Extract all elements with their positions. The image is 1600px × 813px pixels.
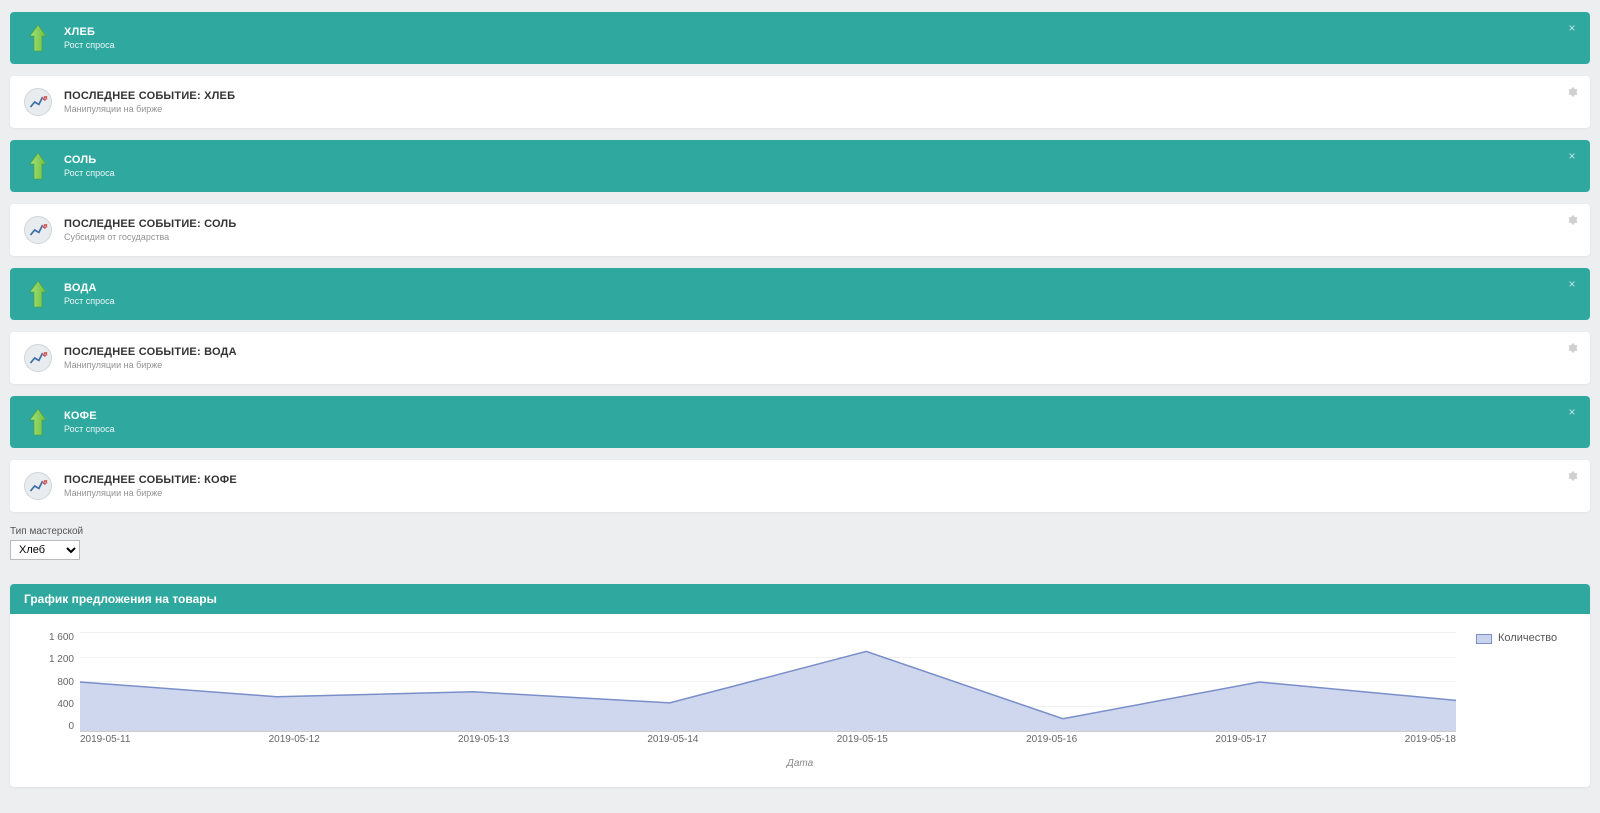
chart-icon xyxy=(24,88,52,116)
y-tick-label: 800 xyxy=(57,677,74,688)
x-tick-label: 2019-05-16 xyxy=(1026,734,1077,752)
y-tick-label: 1 600 xyxy=(49,632,74,643)
panel-subtitle: Рост спроса xyxy=(64,296,115,306)
chart-icon xyxy=(24,472,52,500)
chart-legend: Количество xyxy=(1456,632,1576,752)
commodity-panel[interactable]: КОФЕ Рост спроса × xyxy=(10,396,1590,448)
y-tick-label: 0 xyxy=(68,721,74,732)
x-tick-label: 2019-05-14 xyxy=(647,734,698,752)
y-tick-label: 1 200 xyxy=(49,654,74,665)
panel-subtitle: Манипуляции на бирже xyxy=(64,360,237,370)
panel-subtitle: Манипуляции на бирже xyxy=(64,104,235,114)
panel-title: ПОСЛЕДНЕЕ СОБЫТИЕ: ХЛЕБ xyxy=(64,90,235,102)
workshop-type-select[interactable]: ХлебСольВодаКофе xyxy=(10,540,80,560)
chart-x-axis: 2019-05-11 2019-05-12 2019-05-13 2019-05-14… xyxy=(80,734,1456,752)
event-panel[interactable]: ПОСЛЕДНЕЕ СОБЫТИЕ: КОФЕ Манипуляции на би… xyxy=(10,460,1590,512)
arrow-up-icon xyxy=(24,408,52,436)
panel-title: ХЛЕБ xyxy=(64,26,115,38)
panel-subtitle: Субсидия от государства xyxy=(64,232,236,242)
panel-title: ПОСЛЕДНЕЕ СОБЫТИЕ: СОЛЬ xyxy=(64,218,236,230)
panel-subtitle: Рост спроса xyxy=(64,424,115,434)
chart-x-caption: Дата xyxy=(10,758,1590,769)
panel-title: КОФЕ xyxy=(64,410,115,422)
legend-label: Количество xyxy=(1498,632,1557,644)
close-icon[interactable]: × xyxy=(1564,404,1580,420)
chart-plot-area xyxy=(80,632,1456,732)
y-tick-label: 400 xyxy=(57,699,74,710)
gear-icon[interactable] xyxy=(1564,84,1580,100)
event-panel[interactable]: ПОСЛЕДНЕЕ СОБЫТИЕ: СОЛЬ Субсидия от госуд… xyxy=(10,204,1590,256)
gear-icon[interactable] xyxy=(1564,212,1580,228)
commodity-panel[interactable]: СОЛЬ Рост спроса × xyxy=(10,140,1590,192)
event-panel[interactable]: ПОСЛЕДНЕЕ СОБЫТИЕ: ВОДА Манипуляции на би… xyxy=(10,332,1590,384)
filter-label: Тип мастерской xyxy=(10,526,1590,537)
x-tick-label: 2019-05-17 xyxy=(1215,734,1266,752)
x-tick-label: 2019-05-11 xyxy=(80,734,130,752)
chart-icon xyxy=(24,344,52,372)
chart-plot: 1 6001 2008004000 2019-05-112019-05-1220… xyxy=(24,632,1456,752)
panel-title: ПОСЛЕДНЕЕ СОБЫТИЕ: ВОДА xyxy=(64,346,237,358)
close-icon[interactable]: × xyxy=(1564,148,1580,164)
x-tick-label: 2019-05-13 xyxy=(458,734,509,752)
legend-swatch xyxy=(1476,634,1492,644)
chart-series xyxy=(80,633,1456,731)
panel-title: ВОДА xyxy=(64,282,115,294)
panel-subtitle: Рост спроса xyxy=(64,168,115,178)
x-tick-label: 2019-05-15 xyxy=(837,734,888,752)
chart-icon xyxy=(24,216,52,244)
x-tick-label: 2019-05-18 xyxy=(1405,734,1456,752)
close-icon[interactable]: × xyxy=(1564,276,1580,292)
commodity-panel[interactable]: ХЛЕБ Рост спроса × xyxy=(10,12,1590,64)
panel-title: ПОСЛЕДНЕЕ СОБЫТИЕ: КОФЕ xyxy=(64,474,237,486)
chart-title: График предложения на товары xyxy=(10,584,1590,614)
commodity-panel[interactable]: ВОДА Рост спроса × xyxy=(10,268,1590,320)
event-panel[interactable]: ПОСЛЕДНЕЕ СОБЫТИЕ: ХЛЕБ Манипуляции на би… xyxy=(10,76,1590,128)
panel-subtitle: Рост спроса xyxy=(64,40,115,50)
close-icon[interactable]: × xyxy=(1564,20,1580,36)
x-tick-label: 2019-05-12 xyxy=(269,734,320,752)
supply-chart-card: График предложения на товары 1 600 1 200 8… xyxy=(10,584,1590,787)
panel-subtitle: Манипуляции на бирже xyxy=(64,488,237,498)
arrow-up-icon xyxy=(24,280,52,308)
filter-row: Тип мастерской ХлебСольВодаКофе xyxy=(10,526,1590,560)
arrow-up-icon xyxy=(24,24,52,52)
gear-icon[interactable] xyxy=(1564,468,1580,484)
arrow-up-icon xyxy=(24,152,52,180)
chart-y-axis: 1 600 1 200 800 400 0 xyxy=(24,632,80,732)
gear-icon[interactable] xyxy=(1564,340,1580,356)
panel-title: СОЛЬ xyxy=(64,154,115,166)
